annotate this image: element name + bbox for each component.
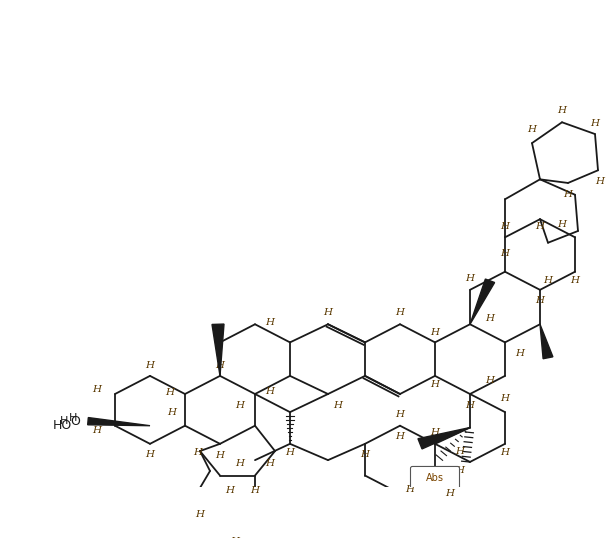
Text: H: H: [485, 376, 495, 385]
Text: H: H: [430, 428, 440, 437]
Text: H: H: [216, 360, 224, 370]
Text: H: H: [286, 448, 294, 457]
Text: H: H: [557, 220, 566, 229]
FancyBboxPatch shape: [411, 466, 460, 490]
Text: H: H: [360, 450, 370, 459]
Text: H: H: [544, 277, 552, 285]
Text: H: H: [430, 380, 440, 390]
Text: H: H: [166, 388, 175, 397]
Text: H: H: [406, 485, 414, 493]
Text: H: H: [528, 125, 536, 134]
Text: H: H: [536, 222, 544, 231]
Text: H: H: [485, 314, 495, 323]
Text: O: O: [70, 415, 80, 428]
Text: H: H: [395, 410, 405, 419]
Text: H: H: [446, 489, 454, 498]
Text: H: H: [500, 448, 509, 457]
Text: H: H: [59, 416, 68, 426]
Text: H: H: [93, 385, 102, 394]
Text: H: H: [557, 106, 566, 115]
Text: H: H: [324, 308, 332, 317]
Text: H: H: [265, 318, 275, 327]
Text: H: H: [235, 459, 245, 468]
Text: H: H: [196, 510, 205, 519]
Text: H: H: [167, 408, 177, 416]
Text: H: H: [145, 360, 154, 370]
Text: H: H: [194, 448, 202, 457]
Text: H: H: [93, 426, 102, 435]
Polygon shape: [470, 279, 495, 324]
Text: H: H: [500, 222, 509, 231]
Text: H: H: [265, 459, 275, 468]
Text: H: H: [590, 119, 600, 128]
Text: H: H: [516, 349, 525, 358]
Text: H: H: [235, 401, 245, 410]
Text: H: H: [230, 537, 240, 538]
Polygon shape: [418, 428, 470, 449]
Text: H: H: [563, 190, 573, 199]
Text: H: H: [226, 486, 235, 495]
Polygon shape: [88, 417, 150, 426]
Text: H: H: [265, 387, 275, 396]
Text: H: H: [145, 450, 154, 459]
Text: H: H: [395, 308, 405, 317]
Text: H: H: [395, 432, 405, 441]
Text: H: H: [430, 328, 440, 337]
Text: H: H: [251, 486, 259, 495]
Polygon shape: [540, 324, 553, 359]
Text: H: H: [595, 176, 604, 186]
Text: H: H: [536, 296, 544, 305]
Text: H: H: [500, 249, 509, 258]
Text: H: H: [216, 451, 224, 460]
Polygon shape: [212, 324, 224, 376]
Text: H: H: [333, 401, 343, 410]
Text: H: H: [500, 394, 509, 403]
Text: H: H: [571, 277, 579, 285]
Text: H: H: [465, 274, 474, 284]
Text: Abs: Abs: [426, 473, 444, 483]
Text: H: H: [455, 447, 465, 456]
Text: H: H: [455, 466, 465, 476]
Text: H: H: [465, 401, 474, 410]
Text: H: H: [69, 414, 77, 423]
Text: HO: HO: [53, 419, 72, 432]
